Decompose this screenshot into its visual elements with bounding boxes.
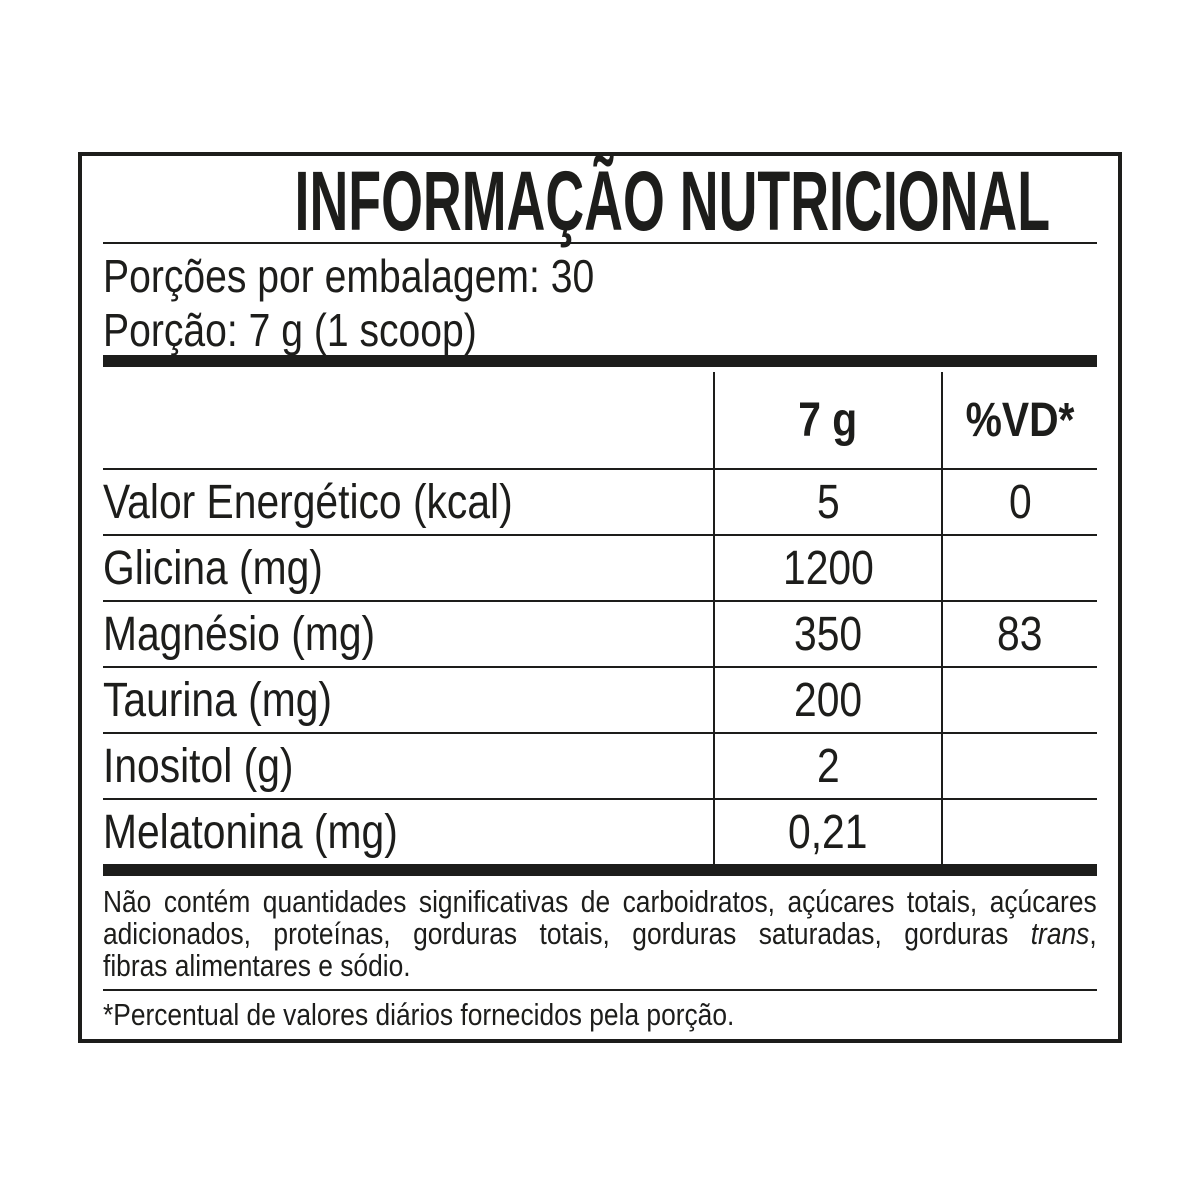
thick-divider-bottom [103, 864, 1097, 876]
table-row-nutrient: Inositol (g) [103, 732, 713, 798]
table-row-dv: 0 [941, 468, 1097, 534]
table-row-nutrient: Magnésio (mg) [103, 600, 713, 666]
daily-value-footnote-text: *Percentual de valores diários fornecido… [103, 997, 735, 1032]
table-corner-cell [103, 372, 713, 468]
nutrition-table: 7 g %VD* Valor Energético (kcal) 5 0 Gli… [103, 372, 1097, 864]
column-header-amount: 7 g [713, 372, 941, 468]
disclaimer-trans-italic: trans [1030, 916, 1090, 951]
servings-per-package-text: Porções por embalagem: 30 [103, 250, 595, 302]
label-title: INFORMAÇÃO NUTRICIONAL [82, 154, 1118, 248]
nutrient-amount: 200 [793, 673, 863, 727]
daily-value-footnote: *Percentual de valores diários fornecido… [103, 997, 1097, 1033]
table-row-dv [941, 534, 1097, 600]
nutrient-name: Valor Energético (kcal) [103, 475, 513, 529]
table-row-nutrient: Melatonina (mg) [103, 798, 713, 864]
disclaimer-line-3-text: fibras alimentares e sódio. [103, 948, 411, 983]
table-row-nutrient: Taurina (mg) [103, 666, 713, 732]
disclaimer-line-1: Não contém quantidades significativas de… [103, 886, 1097, 918]
portion-size-text: Porção: 7 g (1 scoop) [103, 304, 477, 356]
footnote-divider [103, 989, 1097, 991]
table-row-dv [941, 732, 1097, 798]
nutrition-label: INFORMAÇÃO NUTRICIONAL Porções por embal… [78, 152, 1122, 1043]
disclaimer-line-3: fibras alimentares e sódio. [103, 950, 1097, 982]
thick-divider-top [103, 355, 1097, 367]
column-header-dv: %VD* [941, 372, 1097, 468]
nutrient-dv: 83 [997, 607, 1043, 661]
disclaimer-line-2-tail: , [1089, 916, 1097, 951]
table-row-dv: 83 [941, 600, 1097, 666]
column-header-dv-text: %VD* [965, 393, 1075, 447]
nutrient-amount: 1200 [782, 541, 874, 595]
column-header-amount-text: 7 g [798, 393, 858, 447]
title-divider [103, 242, 1097, 244]
table-row-dv [941, 666, 1097, 732]
servings-per-package: Porções por embalagem: 30 [103, 250, 1097, 302]
table-row-amount: 200 [713, 666, 941, 732]
nutrient-dv: 0 [1008, 475, 1032, 529]
nutrient-amount: 0,21 [788, 805, 868, 859]
table-row-nutrient: Valor Energético (kcal) [103, 468, 713, 534]
nutrient-name: Inositol (g) [103, 739, 294, 793]
disclaimer-line-2: adicionados, proteínas, gorduras totais,… [103, 918, 1097, 950]
table-row-amount: 350 [713, 600, 941, 666]
table-row-amount: 5 [713, 468, 941, 534]
label-title-text: INFORMAÇÃO NUTRICIONAL [294, 154, 1051, 248]
table-row-amount: 2 [713, 732, 941, 798]
nutrient-amount: 350 [793, 607, 863, 661]
nutrient-amount: 2 [816, 739, 840, 793]
nutrient-amount: 5 [816, 475, 840, 529]
disclaimer-line-1-text: Não contém quantidades significativas de… [103, 884, 1097, 919]
nutrient-name: Melatonina (mg) [103, 805, 398, 859]
nutrient-name: Glicina (mg) [103, 541, 323, 595]
disclaimer-text: Não contém quantidades significativas de… [103, 886, 1097, 982]
table-row-dv [941, 798, 1097, 864]
table-row-amount: 0,21 [713, 798, 941, 864]
disclaimer-line-2-text: adicionados, proteínas, gorduras totais,… [103, 916, 1031, 951]
table-row-amount: 1200 [713, 534, 941, 600]
portion-size: Porção: 7 g (1 scoop) [103, 304, 1097, 356]
nutrient-name: Taurina (mg) [103, 673, 333, 727]
table-row-nutrient: Glicina (mg) [103, 534, 713, 600]
nutrient-name: Magnésio (mg) [103, 607, 376, 661]
